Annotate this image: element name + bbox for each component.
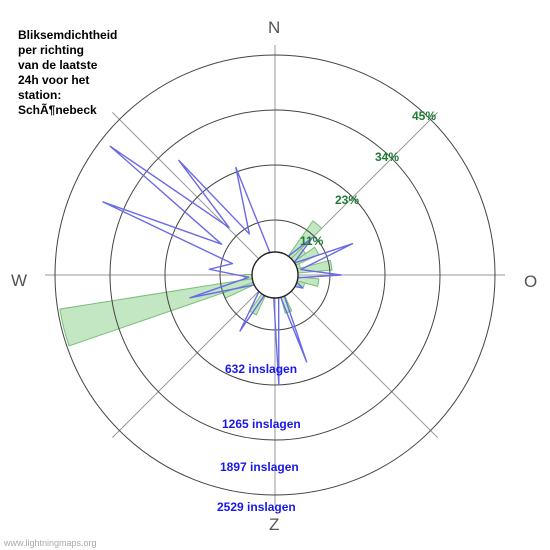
center-disc: [252, 252, 298, 298]
spoke-line: [275, 275, 438, 438]
cardinal-label: Z: [269, 515, 279, 535]
chart-container: Bliksemdichtheid per richting van de laa…: [0, 0, 550, 550]
chart-title: Bliksemdichtheid per richting van de laa…: [18, 28, 117, 118]
footer-credit: www.lightningmaps.org: [4, 538, 97, 548]
cardinal-label: O: [524, 272, 537, 292]
ring-label: 632 inslagen: [225, 362, 297, 376]
pct-label: 11%: [300, 234, 323, 248]
density-wedge: [60, 275, 275, 346]
pct-label: 34%: [375, 150, 399, 164]
ring-label: 1265 inslagen: [222, 417, 301, 431]
spoke-line: [112, 112, 275, 275]
ring-label: 2529 inslagen: [217, 500, 296, 514]
pct-label: 23%: [335, 193, 359, 207]
pct-label: 45%: [412, 109, 436, 123]
cardinal-label: W: [11, 271, 27, 291]
ring-label: 1897 inslagen: [220, 460, 299, 474]
cardinal-label: N: [268, 18, 280, 38]
